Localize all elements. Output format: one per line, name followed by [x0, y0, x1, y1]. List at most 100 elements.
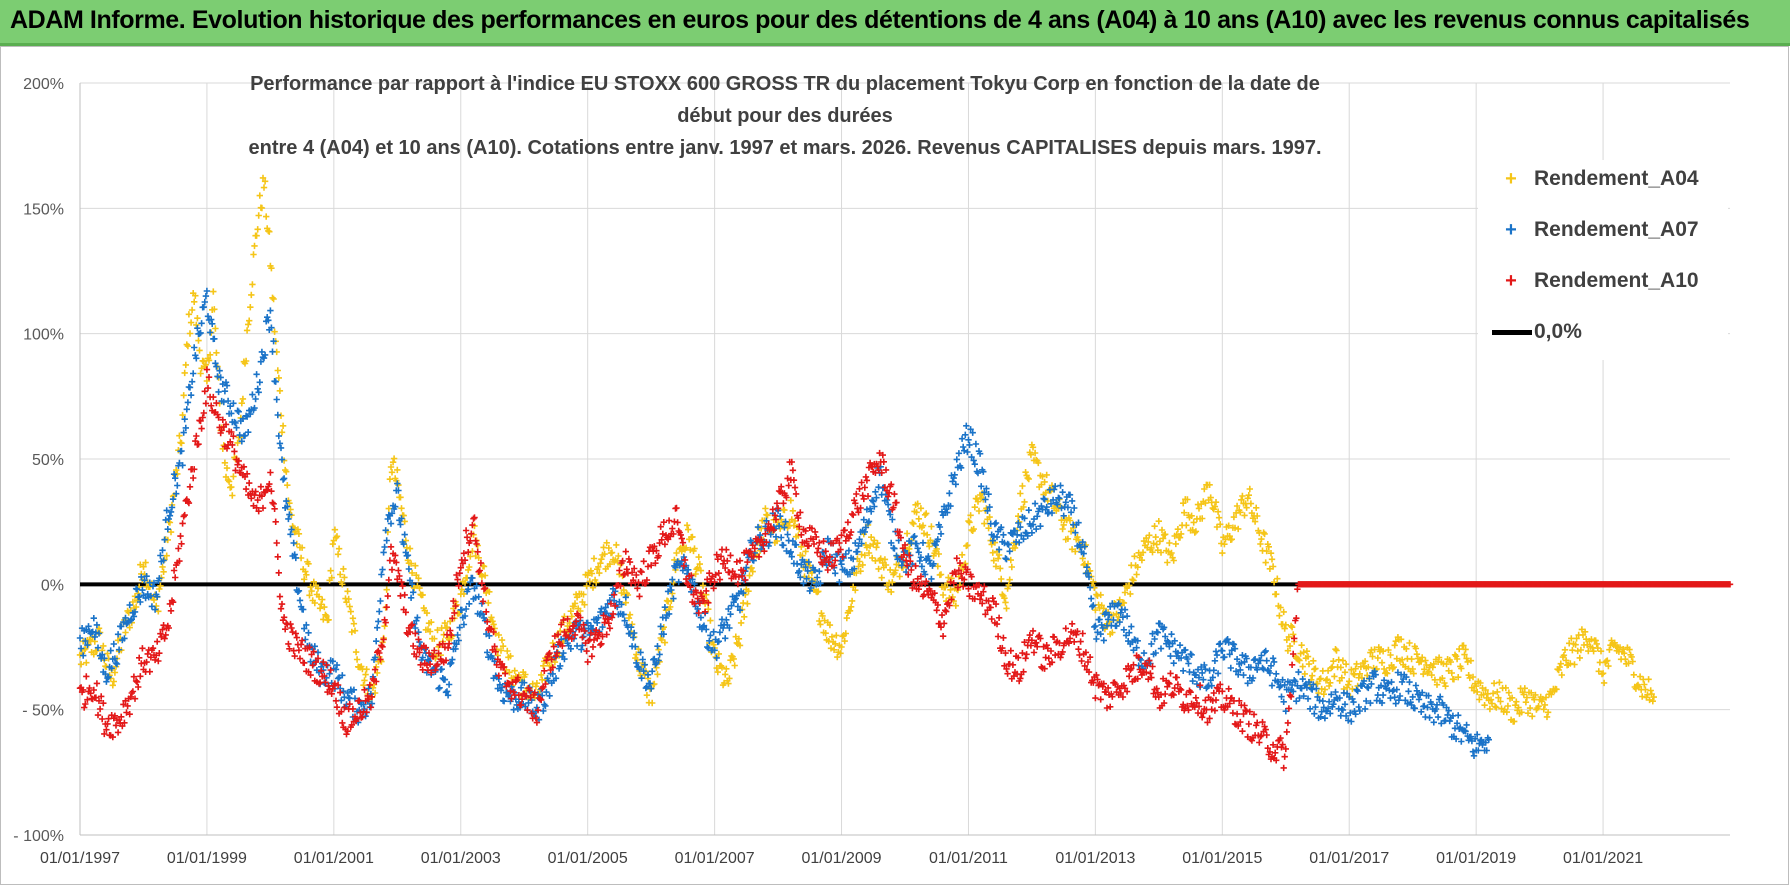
point-rendement-a10 [259, 504, 267, 512]
point-rendement-a04 [1477, 679, 1484, 687]
point-rendement-a04 [933, 545, 940, 553]
point-rendement-a04 [284, 482, 291, 489]
point-rendement-a04 [1526, 704, 1534, 712]
point-rendement-a10 [276, 593, 284, 600]
point-rendement-a04 [1356, 670, 1363, 677]
point-rendement-a07 [114, 631, 122, 638]
point-rendement-a04 [1374, 654, 1381, 662]
point-rendement-a04 [622, 599, 629, 606]
point-rendement-a04 [915, 515, 922, 522]
point-rendement-a04 [598, 556, 605, 563]
point-rendement-a04 [850, 583, 857, 590]
point-rendement-a04 [1650, 693, 1657, 701]
point-rendement-a04 [178, 440, 185, 447]
point-rendement-a04 [238, 400, 245, 407]
point-rendement-a07 [1003, 556, 1010, 563]
point-rendement-a04 [1215, 514, 1223, 521]
point-rendement-a04 [1060, 521, 1067, 529]
point-rendement-a04 [1183, 522, 1190, 529]
point-rendement-a10 [96, 705, 104, 713]
point-rendement-a04 [1456, 645, 1463, 653]
point-rendement-a07 [126, 601, 133, 609]
point-rendement-a04 [507, 652, 514, 660]
point-rendement-a07 [594, 619, 601, 626]
point-rendement-a07 [541, 701, 548, 708]
point-rendement-a07 [174, 482, 181, 489]
point-rendement-a04 [1573, 635, 1580, 642]
point-rendement-a04 [874, 540, 881, 547]
point-rendement-a04 [889, 579, 896, 586]
point-rendement-a04 [1017, 490, 1024, 497]
chart-title: Performance par rapport à l'indice EU ST… [230, 68, 1340, 164]
point-rendement-a04 [935, 550, 942, 558]
point-rendement-a04 [271, 328, 278, 335]
x-tick-label: 01/01/2011 [929, 850, 1008, 867]
point-rendement-a04 [1254, 512, 1261, 520]
point-rendement-a07 [1469, 748, 1477, 755]
point-rendement-a04 [1297, 650, 1304, 657]
point-rendement-a04 [293, 540, 300, 548]
point-rendement-a04 [917, 505, 925, 512]
point-rendement-a04 [1280, 608, 1287, 616]
point-rendement-a10 [144, 650, 151, 658]
point-rendement-a04 [861, 552, 868, 559]
point-rendement-a10 [1147, 670, 1154, 677]
point-rendement-a10 [94, 711, 102, 719]
point-rendement-a04 [1296, 657, 1303, 664]
point-rendement-a04 [1428, 671, 1435, 679]
point-rendement-a10 [605, 620, 612, 627]
point-rendement-a07 [110, 640, 117, 648]
point-rendement-a04 [764, 512, 771, 519]
point-rendement-a07 [872, 488, 879, 495]
legend-marker-a04: + [1505, 168, 1517, 190]
point-rendement-a04 [1015, 513, 1022, 520]
point-rendement-a04 [1286, 642, 1294, 650]
point-rendement-a04 [1243, 504, 1250, 511]
legend-marker-a10: + [1505, 270, 1517, 292]
point-rendement-a04 [259, 174, 267, 182]
point-rendement-a07 [118, 623, 125, 630]
point-rendement-a04 [1109, 629, 1116, 636]
point-rendement-a04 [571, 600, 579, 607]
point-rendement-a04 [590, 555, 598, 562]
point-rendement-a10 [597, 641, 604, 649]
x-tick-label: 01/01/2017 [1309, 850, 1389, 867]
point-rendement-a04 [180, 392, 187, 399]
point-rendement-a07 [275, 432, 282, 440]
point-rendement-a04 [1001, 595, 1008, 602]
point-rendement-a04 [206, 351, 214, 358]
point-rendement-a04 [975, 507, 983, 515]
point-rendement-a04 [1529, 713, 1536, 720]
point-rendement-a07 [1199, 669, 1206, 677]
point-rendement-a04 [1268, 556, 1276, 563]
point-rendement-a04 [847, 603, 855, 610]
point-rendement-a07 [208, 316, 215, 323]
point-rendement-a07 [192, 352, 199, 359]
point-rendement-a07 [1025, 507, 1032, 514]
point-rendement-a04 [498, 636, 506, 644]
point-rendement-a04 [1490, 680, 1498, 687]
point-rendement-a07 [397, 521, 404, 528]
point-rendement-a10 [361, 686, 368, 693]
point-rendement-a10 [1241, 702, 1248, 709]
point-rendement-a10 [231, 448, 238, 455]
point-rendement-a04 [196, 347, 203, 354]
point-rendement-a10 [657, 523, 664, 530]
point-rendement-a10 [856, 485, 863, 492]
point-rendement-a04 [308, 587, 315, 595]
point-rendement-a04 [205, 357, 213, 364]
point-rendement-a10 [1212, 696, 1220, 704]
point-rendement-a04 [1263, 547, 1270, 555]
point-rendement-a04 [1241, 512, 1248, 519]
point-rendement-a10 [644, 563, 652, 570]
point-rendement-a04 [1422, 657, 1429, 664]
point-rendement-a04 [249, 281, 256, 288]
point-rendement-a04 [230, 473, 237, 480]
point-rendement-a04 [1412, 645, 1420, 652]
point-rendement-a04 [1522, 699, 1530, 706]
point-rendement-a04 [1390, 664, 1397, 671]
point-rendement-a04 [691, 545, 698, 552]
point-rendement-a04 [243, 327, 251, 334]
point-rendement-a07 [179, 462, 186, 469]
point-rendement-a04 [466, 563, 473, 571]
